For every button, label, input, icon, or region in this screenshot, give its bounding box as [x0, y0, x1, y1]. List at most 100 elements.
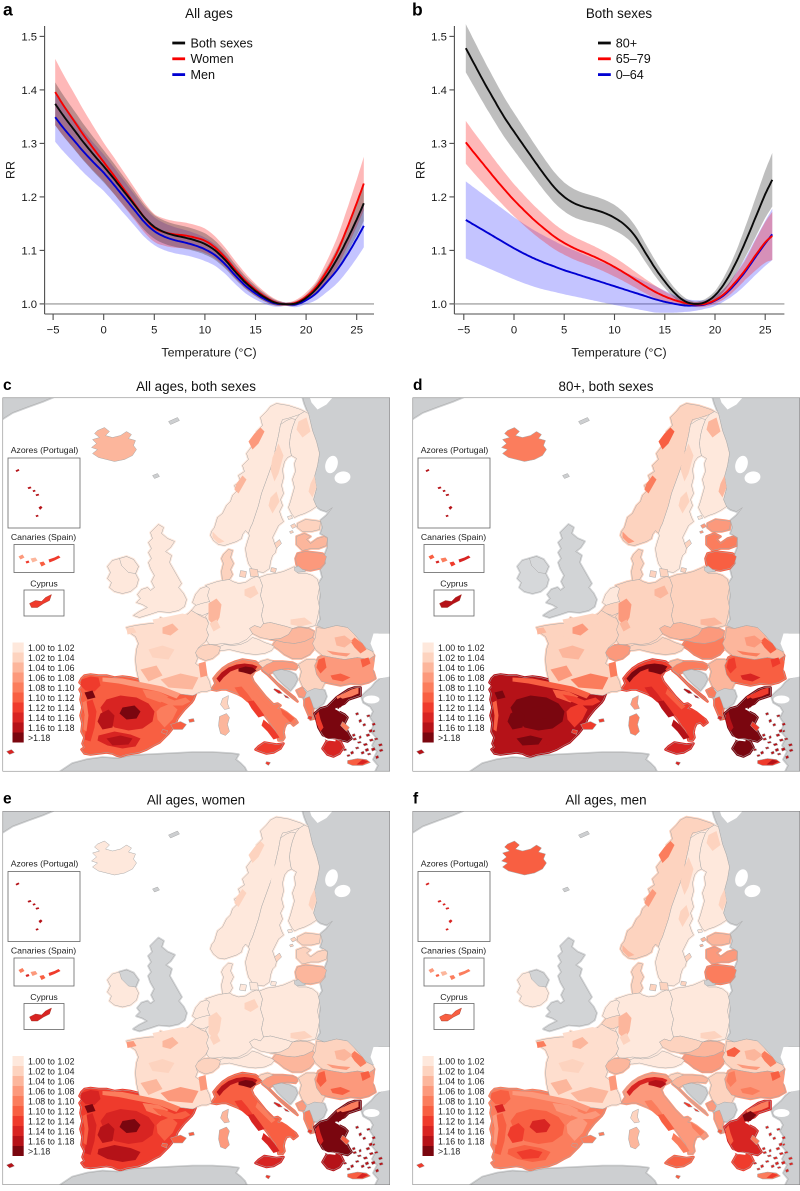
svg-text:1.4: 1.4: [431, 85, 447, 97]
svg-text:1.02 to 1.04: 1.02 to 1.04: [28, 1066, 75, 1076]
svg-text:d: d: [413, 377, 422, 394]
svg-text:1.16 to 1.18: 1.16 to 1.18: [438, 1136, 485, 1146]
svg-text:Temperature (°C): Temperature (°C): [161, 346, 256, 360]
svg-text:1.06 to 1.08: 1.06 to 1.08: [28, 673, 75, 683]
svg-text:1.5: 1.5: [21, 31, 37, 43]
svg-text:e: e: [3, 791, 12, 808]
svg-text:10: 10: [199, 325, 212, 337]
svg-text:20: 20: [300, 325, 313, 337]
svg-text:1.14 to 1.16: 1.14 to 1.16: [438, 1126, 485, 1136]
svg-text:1.10 to 1.12: 1.10 to 1.12: [438, 1106, 485, 1116]
svg-text:1.0: 1.0: [21, 299, 37, 311]
svg-text:1.4: 1.4: [21, 85, 37, 97]
svg-text:b: b: [412, 0, 423, 20]
svg-text:20: 20: [709, 325, 722, 337]
svg-text:Canaries (Spain): Canaries (Spain): [11, 532, 76, 542]
svg-text:1.3: 1.3: [431, 138, 447, 150]
svg-text:65–79: 65–79: [616, 52, 651, 66]
svg-text:Both sexes: Both sexes: [586, 6, 653, 21]
svg-text:−5: −5: [457, 325, 470, 337]
svg-text:1.08 to 1.10: 1.08 to 1.10: [438, 683, 485, 693]
svg-text:1.14 to 1.16: 1.14 to 1.16: [438, 713, 485, 723]
svg-text:1.12 to 1.14: 1.12 to 1.14: [28, 1116, 75, 1126]
svg-text:1.08 to 1.10: 1.08 to 1.10: [438, 1096, 485, 1106]
svg-text:Azores (Portugal): Azores (Portugal): [421, 445, 489, 455]
svg-text:1.02 to 1.04: 1.02 to 1.04: [438, 653, 485, 663]
svg-text:1.12 to 1.14: 1.12 to 1.14: [438, 1116, 485, 1126]
svg-text:Cyprus: Cyprus: [440, 992, 468, 1002]
svg-text:5: 5: [561, 325, 567, 337]
svg-text:Both sexes: Both sexes: [191, 36, 253, 50]
svg-text:Azores (Portugal): Azores (Portugal): [11, 445, 79, 455]
svg-text:All ages, both sexes: All ages, both sexes: [136, 379, 256, 394]
svg-text:80+, both sexes: 80+, both sexes: [559, 379, 654, 394]
svg-text:1.08 to 1.10: 1.08 to 1.10: [28, 683, 75, 693]
svg-text:Cyprus: Cyprus: [30, 992, 58, 1002]
svg-text:>1.18: >1.18: [28, 1146, 50, 1156]
svg-text:15: 15: [659, 325, 672, 337]
svg-text:1.1: 1.1: [21, 245, 37, 257]
svg-text:0: 0: [101, 325, 107, 337]
svg-text:All ages, women: All ages, women: [147, 793, 245, 808]
svg-text:>1.18: >1.18: [28, 733, 50, 743]
svg-text:5: 5: [151, 325, 157, 337]
svg-text:1.02 to 1.04: 1.02 to 1.04: [438, 1066, 485, 1076]
svg-text:1.1: 1.1: [431, 245, 447, 257]
svg-text:1.04 to 1.06: 1.04 to 1.06: [28, 1076, 75, 1086]
svg-text:1.04 to 1.06: 1.04 to 1.06: [438, 663, 485, 673]
svg-text:Women: Women: [191, 52, 234, 66]
svg-text:f: f: [413, 791, 419, 808]
svg-text:25: 25: [350, 325, 363, 337]
svg-text:c: c: [3, 377, 12, 394]
svg-text:Temperature (°C): Temperature (°C): [571, 346, 666, 360]
svg-text:1.10 to 1.12: 1.10 to 1.12: [438, 693, 485, 703]
svg-text:0–64: 0–64: [616, 68, 644, 82]
svg-text:1.06 to 1.08: 1.06 to 1.08: [28, 1086, 75, 1096]
svg-text:1.00 to 1.02: 1.00 to 1.02: [28, 1056, 75, 1066]
svg-text:1.14 to 1.16: 1.14 to 1.16: [28, 713, 75, 723]
svg-text:1.10 to 1.12: 1.10 to 1.12: [28, 693, 75, 703]
svg-text:1.04 to 1.06: 1.04 to 1.06: [438, 1076, 485, 1086]
svg-text:Canaries (Spain): Canaries (Spain): [421, 946, 486, 956]
svg-text:1.3: 1.3: [21, 138, 37, 150]
svg-text:1.2: 1.2: [21, 192, 37, 204]
svg-text:Azores (Portugal): Azores (Portugal): [421, 859, 489, 869]
svg-text:1.06 to 1.08: 1.06 to 1.08: [438, 673, 485, 683]
svg-text:−5: −5: [47, 325, 60, 337]
svg-text:Azores (Portugal): Azores (Portugal): [11, 859, 79, 869]
svg-text:All ages, men: All ages, men: [565, 793, 646, 808]
svg-text:Cyprus: Cyprus: [30, 579, 58, 589]
svg-text:25: 25: [759, 325, 772, 337]
svg-text:RR: RR: [413, 161, 427, 179]
svg-text:1.12 to 1.14: 1.12 to 1.14: [438, 703, 485, 713]
svg-text:15: 15: [249, 325, 262, 337]
svg-text:1.16 to 1.18: 1.16 to 1.18: [28, 723, 75, 733]
svg-text:1.00 to 1.02: 1.00 to 1.02: [438, 1056, 485, 1066]
svg-text:1.10 to 1.12: 1.10 to 1.12: [28, 1106, 75, 1116]
svg-text:>1.18: >1.18: [438, 733, 460, 743]
svg-text:1.0: 1.0: [431, 299, 447, 311]
svg-text:Canaries (Spain): Canaries (Spain): [421, 532, 486, 542]
svg-text:All ages: All ages: [185, 6, 233, 21]
svg-text:1.2: 1.2: [431, 192, 447, 204]
svg-text:Canaries (Spain): Canaries (Spain): [11, 946, 76, 956]
svg-text:>1.18: >1.18: [438, 1146, 460, 1156]
svg-text:a: a: [3, 0, 13, 20]
svg-text:1.04 to 1.06: 1.04 to 1.06: [28, 663, 75, 673]
svg-text:1.00 to 1.02: 1.00 to 1.02: [28, 643, 75, 653]
svg-text:1.06 to 1.08: 1.06 to 1.08: [438, 1086, 485, 1096]
svg-text:80+: 80+: [616, 36, 637, 50]
svg-text:1.12 to 1.14: 1.12 to 1.14: [28, 703, 75, 713]
svg-text:0: 0: [511, 325, 517, 337]
svg-text:1.08 to 1.10: 1.08 to 1.10: [28, 1096, 75, 1106]
svg-text:1.14 to 1.16: 1.14 to 1.16: [28, 1126, 75, 1136]
svg-text:1.16 to 1.18: 1.16 to 1.18: [28, 1136, 75, 1146]
svg-text:1.16 to 1.18: 1.16 to 1.18: [438, 723, 485, 733]
svg-text:1.02 to 1.04: 1.02 to 1.04: [28, 653, 75, 663]
svg-text:10: 10: [608, 325, 621, 337]
svg-text:Men: Men: [191, 68, 216, 82]
svg-text:1.5: 1.5: [431, 31, 447, 43]
svg-text:1.00 to 1.02: 1.00 to 1.02: [438, 643, 485, 653]
svg-text:Cyprus: Cyprus: [440, 579, 468, 589]
svg-text:RR: RR: [4, 161, 18, 179]
